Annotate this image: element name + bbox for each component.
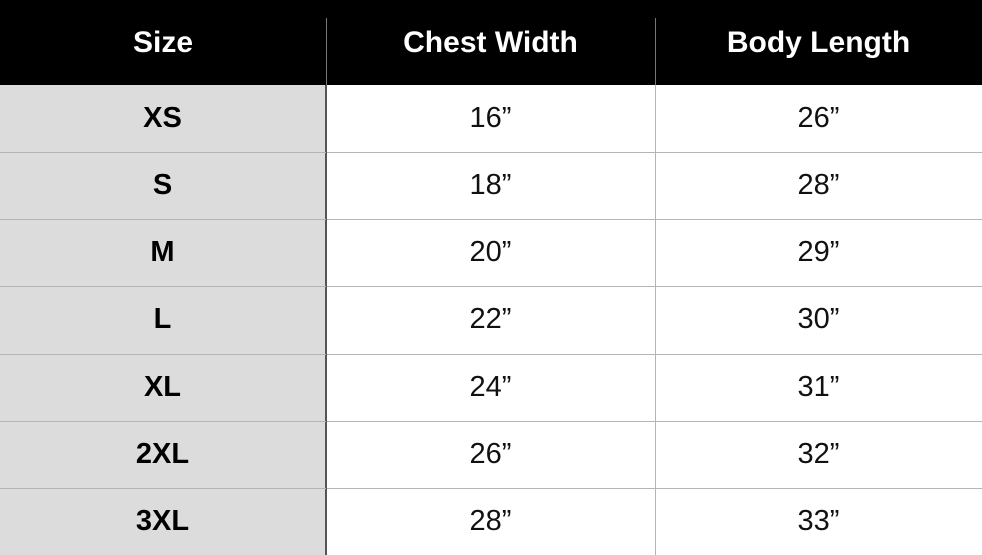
column-divider [326, 85, 327, 555]
measurement: 31” [655, 353, 982, 421]
row-divider [0, 421, 982, 422]
row-divider [0, 354, 982, 355]
header-divider [326, 18, 327, 85]
size-label: XS [0, 85, 326, 153]
measurement: 33” [655, 487, 982, 555]
row-divider [0, 219, 982, 220]
measurement: 24” [326, 353, 655, 421]
measurement: 18” [326, 152, 655, 220]
column-header: Size [0, 0, 326, 85]
measurement: 29” [655, 219, 982, 287]
measurement: 22” [326, 286, 655, 354]
measurement: 30” [655, 286, 982, 354]
size-label: 2XL [0, 420, 326, 488]
row-divider [0, 152, 982, 153]
measurement: 32” [655, 420, 982, 488]
size-label: 3XL [0, 487, 326, 555]
size-label: XL [0, 353, 326, 421]
column-divider [655, 85, 656, 555]
measurement: 28” [326, 487, 655, 555]
column-header: Body Length [655, 0, 982, 85]
row-divider [0, 286, 982, 287]
measurement: 20” [326, 219, 655, 287]
column-header: Chest Width [326, 0, 655, 85]
measurement: 16” [326, 85, 655, 153]
size-label: M [0, 219, 326, 287]
measurement: 28” [655, 152, 982, 220]
measurement: 26” [326, 420, 655, 488]
header-divider [655, 18, 656, 85]
size-label: S [0, 152, 326, 220]
row-divider [0, 488, 982, 489]
size-label: L [0, 286, 326, 354]
measurement: 26” [655, 85, 982, 153]
